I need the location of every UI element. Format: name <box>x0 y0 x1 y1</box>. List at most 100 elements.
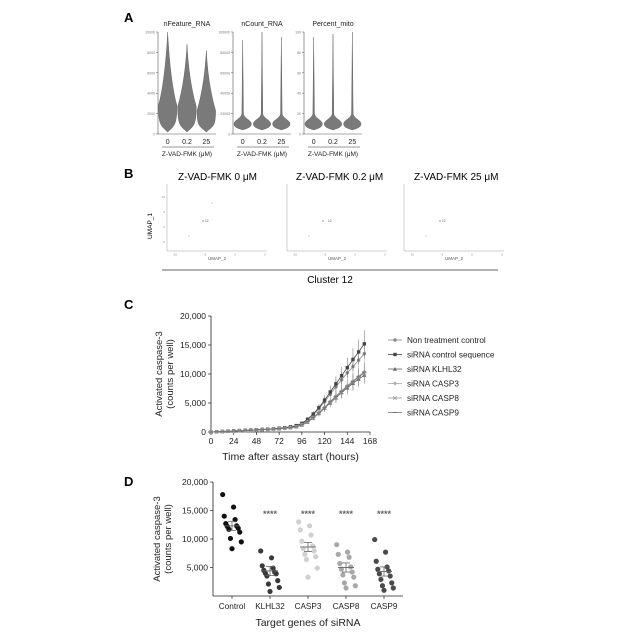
scatter-ytick-label-1: 10,000 <box>182 534 208 544</box>
scatter-point-3-9 <box>351 575 356 580</box>
scatter-point-0-1 <box>231 504 236 509</box>
scatter-point-3-2 <box>336 552 341 557</box>
scatter-point-4-12 <box>381 588 386 593</box>
scatter-point-1-7 <box>274 571 279 576</box>
scatter-point-0-10 <box>228 536 233 541</box>
line-point-1-23 <box>340 374 343 377</box>
violin-ytick-label-1-0: 0 <box>228 133 230 137</box>
scatter-point-1-11 <box>277 585 282 590</box>
scatter-point-1-8 <box>264 573 269 578</box>
scatter-point-4-9 <box>389 580 394 585</box>
violin-0-0 <box>158 32 177 132</box>
umap-xtick-0-3: 5 <box>264 253 266 257</box>
umap-ytick-1: 0 <box>163 225 165 229</box>
line-series-1 <box>211 344 364 432</box>
umap-title-0: Z-VAD-FMK 0 μM <box>178 172 257 183</box>
scatter-point-4-11 <box>391 585 396 590</box>
umap-point-0 <box>202 220 204 222</box>
umap-xtick-2-3: 5 <box>501 253 503 257</box>
violin-ytick-label-2-0: 0 <box>299 133 301 137</box>
umap-ytick-2: 5 <box>163 210 165 214</box>
scatter-point-2-1 <box>307 523 312 528</box>
violin-0-1 <box>178 44 197 132</box>
scatter-point-4-7 <box>388 573 393 578</box>
scatter-point-0-0 <box>220 492 225 497</box>
scatter-point-4-10 <box>380 583 385 588</box>
violin-group-label-2-0: 0 <box>312 139 316 146</box>
violin-ytick-label-2-4: 80 <box>297 51 301 55</box>
panel-b-umap: Z-VAD-FMK 0 μM Z-VAD-FMK 0.2 μM Z-VAD-FM… <box>147 172 504 286</box>
scatter-point-4-0 <box>372 537 377 542</box>
violin-group-label-2-2: 25 <box>348 139 356 146</box>
scatter-point-1-9 <box>275 578 280 583</box>
scatter-point-3-5 <box>348 564 353 569</box>
violin-group-label-2-1: 0.2 <box>328 139 338 146</box>
legend-marker-3 <box>393 381 396 385</box>
panel-c-line-chart: 05,00010,00015,00020,0000244872961201441… <box>154 311 495 463</box>
umap-xtick-2-0: -10 <box>410 253 415 257</box>
scatter-point-3-10 <box>342 580 347 585</box>
violin-ytick-label-0-5: 10000 <box>145 31 155 35</box>
violin-plot-title-1: nCount_RNA <box>241 21 283 28</box>
violin-ytick-label-2-5: 100 <box>295 31 301 35</box>
umap-point-b-0 <box>188 235 189 236</box>
umap-cluster-0: 12 <box>205 219 209 223</box>
line-ylabel-1: Activated caspase-3 <box>154 331 165 417</box>
violin-xlabel-0: Z-VAD-FMK (μM) <box>162 151 212 158</box>
line-ylabel-2: (counts per well) <box>165 339 176 409</box>
umap-point-b-1 <box>308 235 309 236</box>
scatter-point-2-10 <box>304 557 309 562</box>
line-ytick-label-4: 20,000 <box>180 311 206 321</box>
legend-label-1: siRNA control sequence <box>407 351 495 360</box>
violin-ytick-label-2-1: 20 <box>297 112 301 116</box>
legend-label-4: siRNA CASP8 <box>407 394 459 403</box>
umap-xtick-0-2: 0 <box>234 253 236 257</box>
umap-xtick-1-0: -10 <box>293 253 298 257</box>
violin-1-0 <box>234 40 251 130</box>
legend-label-0: Non treatment control <box>407 336 486 345</box>
umap-point-b-2 <box>425 235 426 236</box>
scatter-category-label-0: Control <box>219 602 246 611</box>
line-xtick-label-4: 96 <box>297 436 307 446</box>
line-xtick-label-2: 48 <box>252 436 262 446</box>
umap-ytick-0: -5 <box>162 240 165 244</box>
umap-xlabel-0: UMAP_2 <box>208 256 227 261</box>
umap-title-1: Z-VAD-FMK 0.2 μM <box>296 172 383 183</box>
legend-label-2: siRNA KLHL32 <box>407 365 462 374</box>
scatter-point-0-12 <box>229 546 234 551</box>
line-point-1-22 <box>334 382 337 385</box>
line-series-4 <box>211 373 364 432</box>
violin-plot-title-2: Percent_mito <box>312 21 353 28</box>
violin-ytick-label-1-5: 100000 <box>218 31 230 35</box>
legend-marker-1 <box>393 353 396 356</box>
violin-group-label-0-0: 0 <box>166 139 170 146</box>
scatter-point-2-9 <box>313 554 318 559</box>
panel-label-a: A <box>124 10 134 25</box>
umap-xtick-2-1: -5 <box>441 253 444 257</box>
line-xtick-label-1: 24 <box>229 436 239 446</box>
umap-xtick-1-2: 0 <box>354 253 356 257</box>
violin-1-2 <box>273 37 290 130</box>
umap-ylabel: UMAP_1 <box>147 213 154 239</box>
violin-xlabel-1: Z-VAD-FMK (μM) <box>237 151 287 158</box>
scatter-xlabel: Target genes of siRNA <box>255 617 360 629</box>
violin-ytick-label-0-4: 8000 <box>147 51 155 55</box>
legend-label-5: siRNA CASP9 <box>407 409 459 418</box>
line-point-1-18 <box>312 412 315 415</box>
scatter-ylabel-2: (counts per well) <box>163 504 174 574</box>
umap-title-2: Z-VAD-FMK 25 μM <box>414 172 498 183</box>
line-point-1-26 <box>357 350 360 353</box>
scatter-point-3-1 <box>345 550 350 555</box>
scatter-point-2-2 <box>298 527 303 532</box>
scatter-point-2-0 <box>296 519 301 524</box>
scatter-point-1-2 <box>260 563 265 568</box>
violin-ytick-label-0-1: 2000 <box>147 112 155 116</box>
line-point-1-25 <box>351 358 354 361</box>
violin-group-label-1-0: 0 <box>241 139 245 146</box>
panel-d-scatter-chart: 5,00010,00015,00020,000Activated caspase… <box>152 477 403 629</box>
scatter-ylabel-1: Activated caspase-3 <box>152 496 163 582</box>
violin-0-2 <box>197 50 216 132</box>
legend-label-3: siRNA CASP3 <box>407 380 459 389</box>
scatter-ytick-label-2: 15,000 <box>182 506 208 516</box>
